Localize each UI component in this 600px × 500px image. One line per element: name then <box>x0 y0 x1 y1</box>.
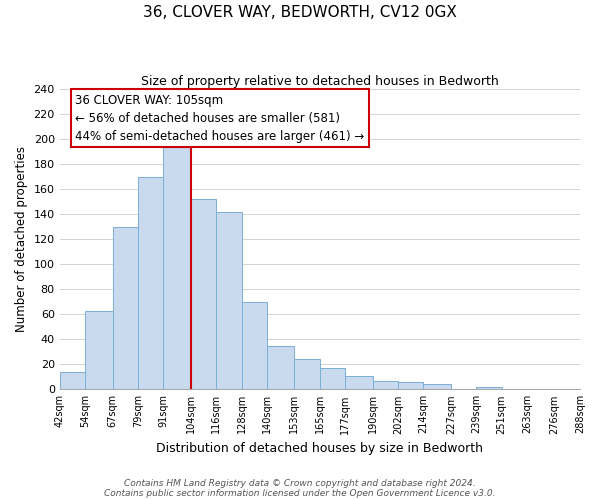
Bar <box>373 380 398 390</box>
Y-axis label: Number of detached properties: Number of detached properties <box>15 146 28 332</box>
Text: 36, CLOVER WAY, BEDWORTH, CV12 0GX: 36, CLOVER WAY, BEDWORTH, CV12 0GX <box>143 5 457 20</box>
Bar <box>398 382 424 390</box>
Text: Contains HM Land Registry data © Crown copyright and database right 2024.: Contains HM Land Registry data © Crown c… <box>124 478 476 488</box>
Bar <box>216 212 242 390</box>
Bar <box>345 376 373 390</box>
Bar <box>85 310 113 390</box>
Bar <box>320 368 345 390</box>
Bar <box>113 226 138 390</box>
X-axis label: Distribution of detached houses by size in Bedworth: Distribution of detached houses by size … <box>157 442 484 455</box>
Bar <box>59 372 85 390</box>
Bar <box>242 302 267 390</box>
Bar <box>191 199 216 390</box>
Bar <box>138 176 163 390</box>
Bar <box>267 346 295 390</box>
Bar <box>295 360 320 390</box>
Text: 36 CLOVER WAY: 105sqm
← 56% of detached houses are smaller (581)
44% of semi-det: 36 CLOVER WAY: 105sqm ← 56% of detached … <box>75 94 365 142</box>
Bar <box>424 384 451 390</box>
Title: Size of property relative to detached houses in Bedworth: Size of property relative to detached ho… <box>141 75 499 88</box>
Bar <box>476 387 502 390</box>
Bar <box>163 140 191 390</box>
Text: Contains public sector information licensed under the Open Government Licence v3: Contains public sector information licen… <box>104 488 496 498</box>
